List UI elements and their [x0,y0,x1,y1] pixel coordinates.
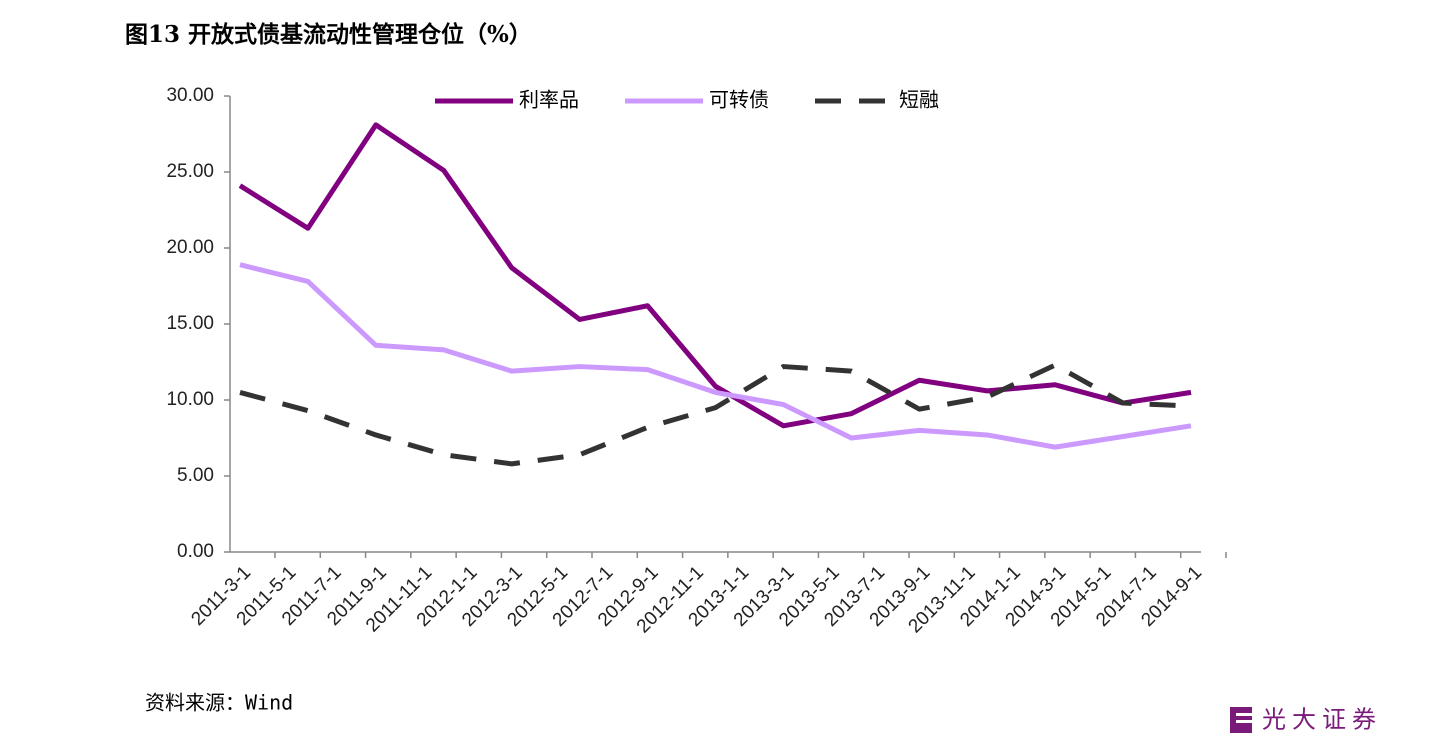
source-note: 资料来源：Wind [145,691,293,715]
y-tick-label: 25.00 [166,161,214,182]
chart-title: 图13 开放式债基流动性管理仓位（%） [125,21,532,48]
series-line [238,122,1192,429]
y-tick-label: 30.00 [166,85,214,106]
y-tick-label: 10.00 [166,389,214,410]
y-tick-label: 15.00 [166,313,214,334]
logo-icon-stripe [1236,720,1252,723]
series-line [239,362,1192,467]
legend-label: 可转债 [709,88,769,111]
legend-label: 短融 [899,88,939,111]
logo-text: 光大证券 [1262,706,1382,734]
y-tick-label: 0.00 [177,541,214,562]
logo: 光大证券 [1230,706,1382,734]
logo-icon-stripe [1236,713,1252,716]
legend-label: 利率品 [519,88,579,111]
y-tick-label: 5.00 [177,465,214,486]
series-line [239,262,1192,450]
y-tick-label: 20.00 [166,237,214,258]
